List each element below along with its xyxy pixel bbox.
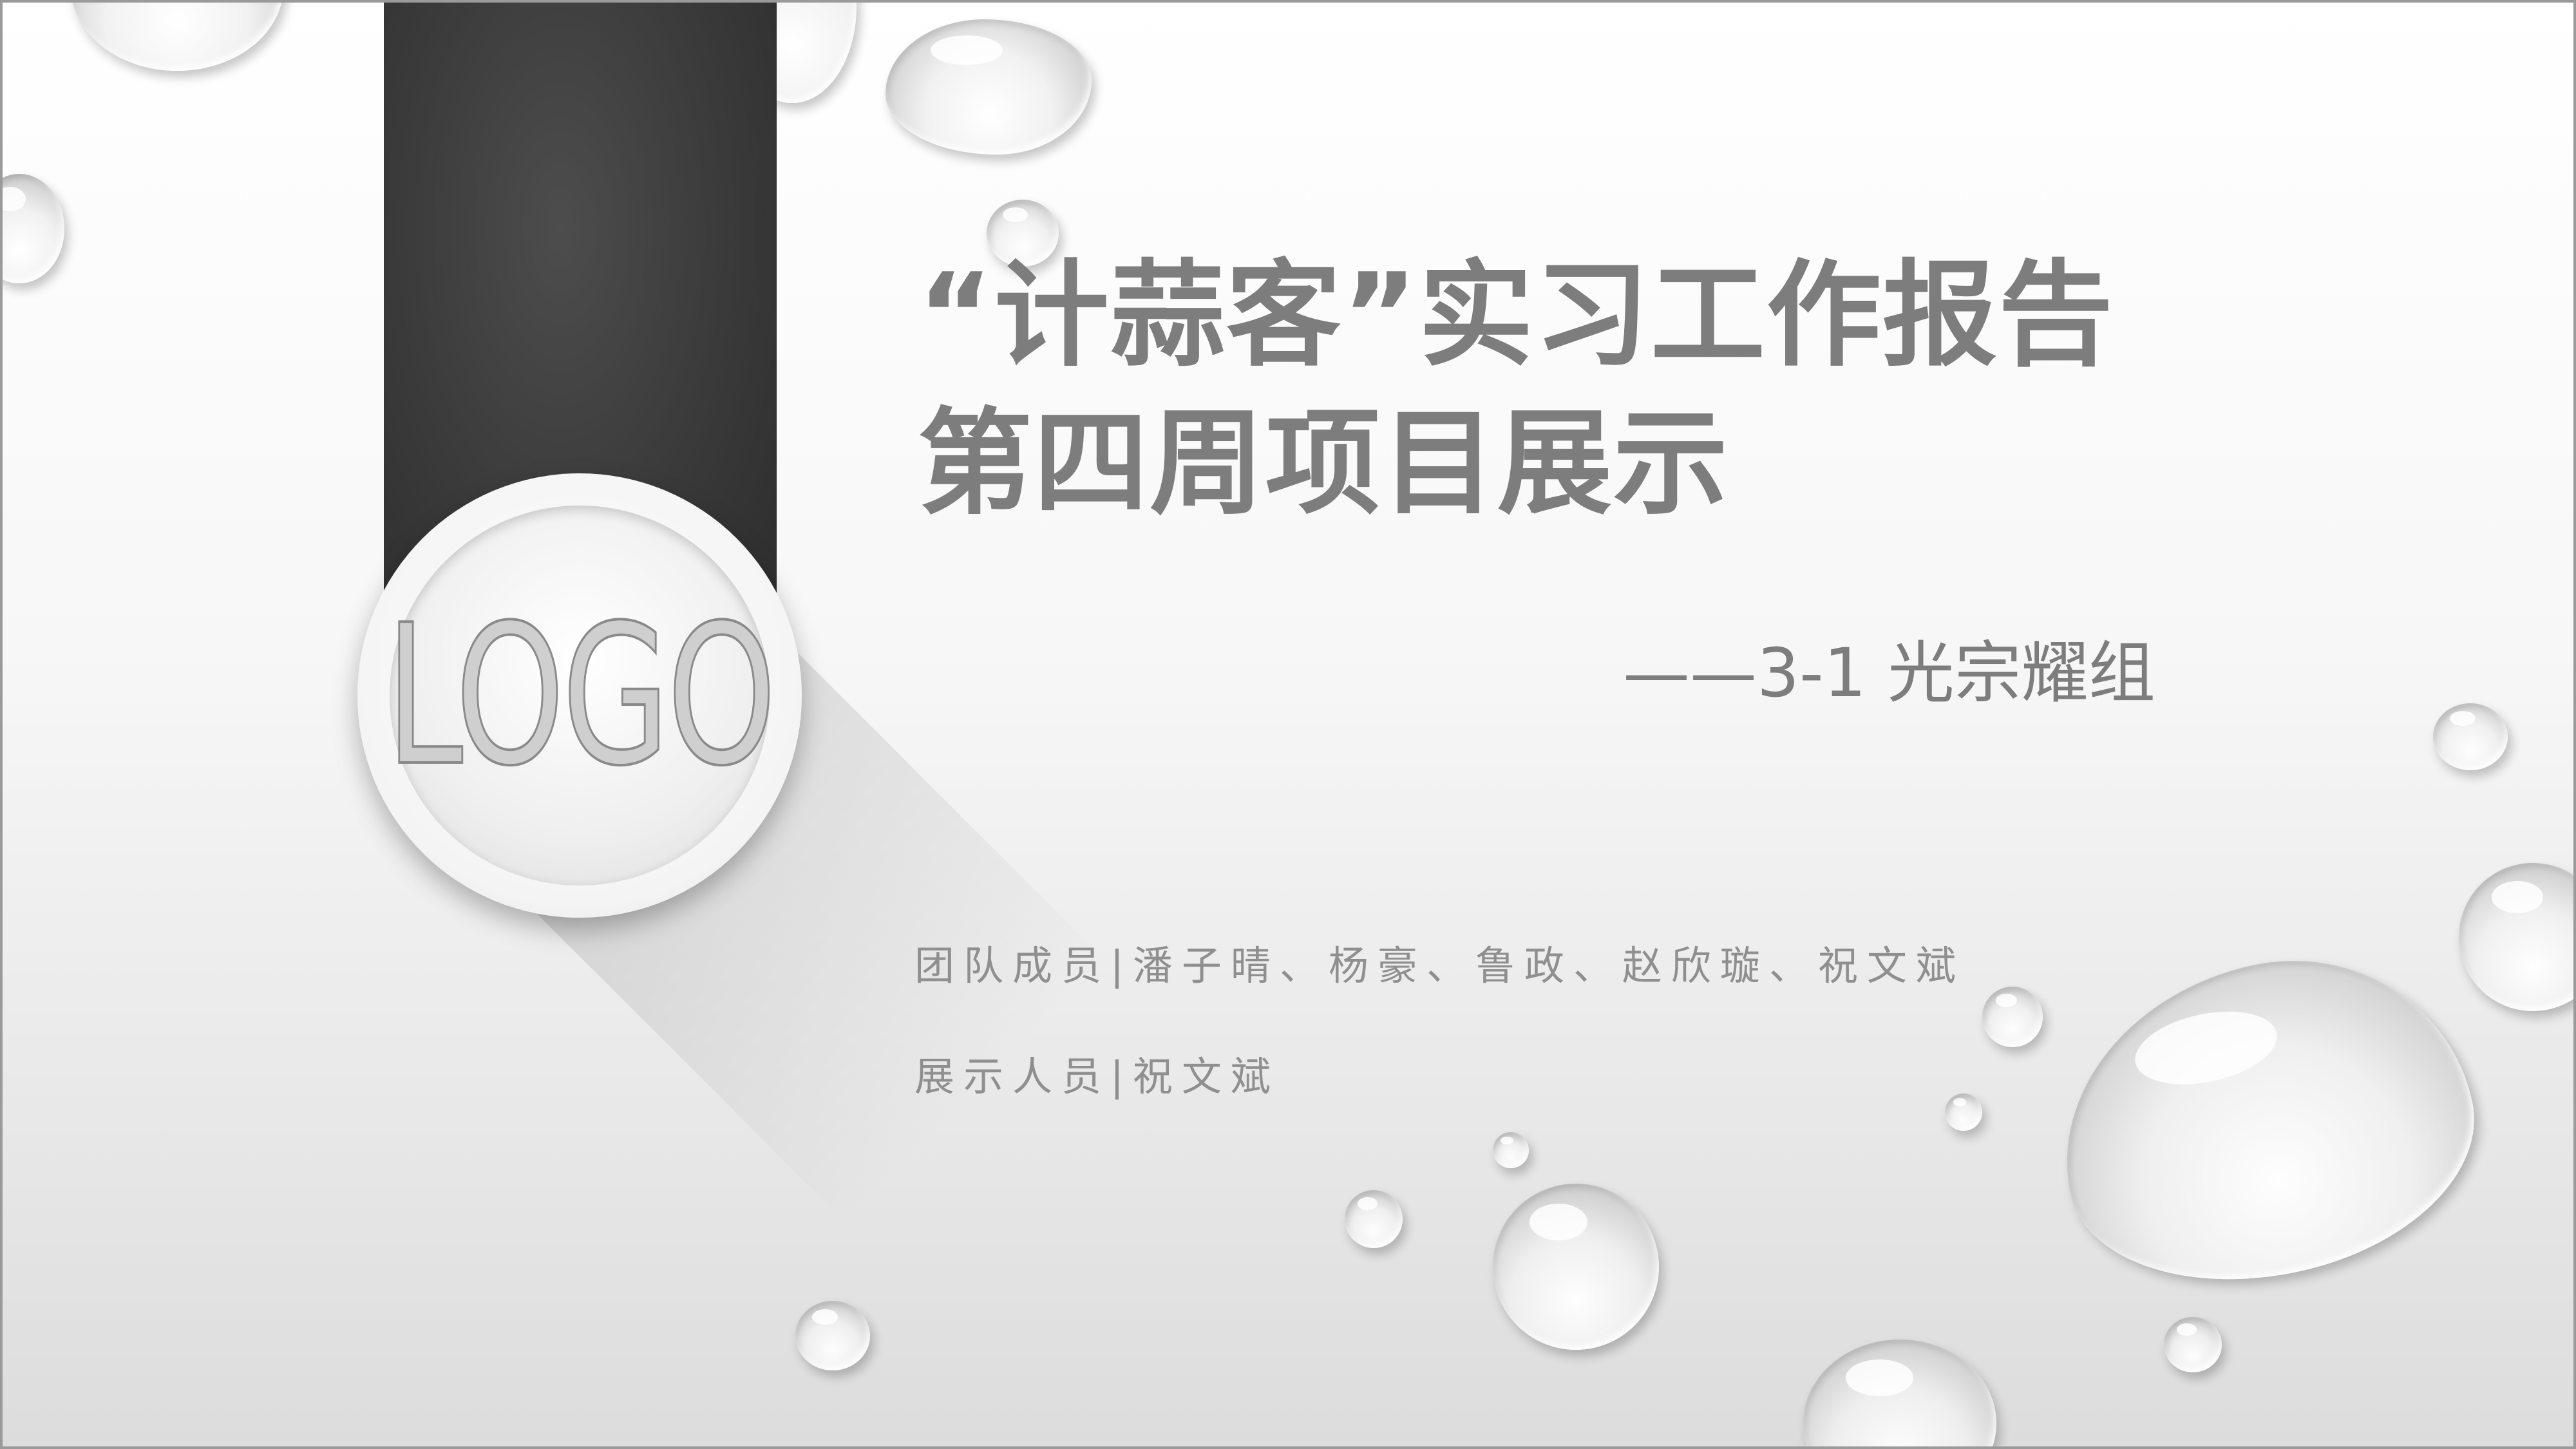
water-drop — [1345, 1190, 1403, 1248]
presenter: 展示人员|祝文斌 — [914, 1053, 1280, 1100]
logo: LOGO — [384, 582, 777, 810]
water-drop — [1945, 1094, 1982, 1131]
water-drop — [1493, 1184, 1659, 1350]
title-line-1: “计蒜客”实习工作报告 — [918, 249, 2114, 382]
water-drop — [1803, 1340, 1996, 1449]
water-drop — [2459, 863, 2576, 1011]
team-members: 团队成员|潘子晴、杨豪、鲁政、赵欣璇、祝文斌 — [914, 942, 1965, 989]
water-drop — [795, 1301, 870, 1370]
water-drop — [1493, 1132, 1529, 1168]
water-drop — [987, 200, 1059, 267]
slide-title: “计蒜客”实习工作报告 第四周项目展示 — [918, 242, 2399, 538]
water-drop — [2164, 1317, 2222, 1372]
water-drop — [886, 19, 1092, 155]
water-drop — [1982, 987, 2043, 1047]
group-subtitle: ——3-1 光宗耀组 — [1623, 634, 2155, 712]
water-drop — [2433, 703, 2508, 770]
water-drop — [0, 174, 64, 283]
title-line-2: 第四周项目展示 — [918, 397, 1729, 530]
water-drop — [71, 0, 283, 71]
logo-disc-inner — [390, 506, 770, 886]
